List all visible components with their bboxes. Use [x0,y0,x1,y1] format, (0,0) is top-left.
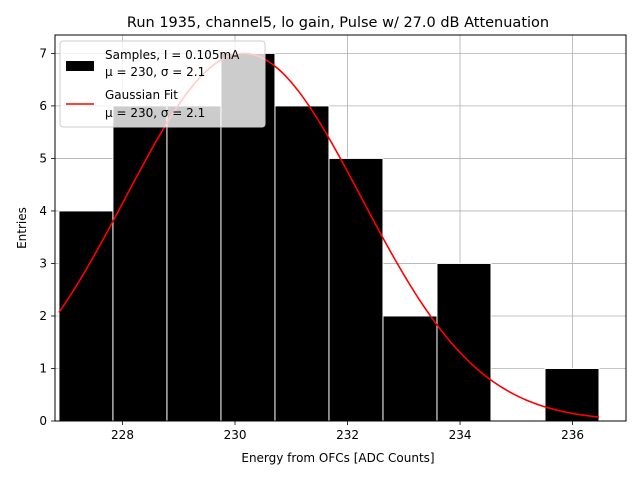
plot-frame [54,34,627,422]
legend-fit-line2: μ = 230, σ = 2.1 [105,106,205,120]
y-tick-label: 3 [39,256,47,270]
y-axis-label: Entries [15,207,29,249]
y-tick-label: 7 [39,46,47,60]
gaussian-fit-line [58,52,600,418]
x-tick-label: 232 [336,428,359,442]
chart-title: Run 1935, channel5, lo gain, Pulse w/ 27… [127,15,549,31]
legend-box [59,40,266,128]
x-tick-label: 236 [561,428,584,442]
histogram-bar [112,105,168,422]
x-axis-label: Energy from OFCs [ADC Counts] [241,451,434,465]
x-tick-label: 228 [111,428,134,442]
histogram-bar [166,105,222,422]
y-tick-label: 0 [39,414,47,428]
y-tick-label: 5 [39,151,47,165]
y-tick-label: 6 [39,99,47,113]
histogram-bar [382,315,438,422]
legend-samples-line1: Samples, I = 0.105mA [105,48,240,62]
histogram-bar [544,367,600,422]
histogram-bar [436,262,492,422]
y-axis-ticks: 0 1 2 3 4 5 6 7 [39,46,55,428]
legend: Samples, I = 0.105mA μ = 230, σ = 2.1 Ga… [59,40,266,128]
y-tick-label: 4 [39,204,47,218]
legend-samples-line2: μ = 230, σ = 2.1 [105,65,205,79]
y-tick-label: 2 [39,309,47,323]
x-tick-label: 230 [224,428,247,442]
histogram-bar [328,157,384,422]
legend-fit-line1: Gaussian Fit [105,88,178,102]
histogram-bar [58,210,114,422]
histogram-bar [274,105,330,422]
x-tick-label: 234 [449,428,472,442]
legend-bar-swatch [66,61,94,71]
y-tick-label: 1 [39,361,47,375]
x-axis-ticks: 228 230 232 234 236 [111,421,584,442]
